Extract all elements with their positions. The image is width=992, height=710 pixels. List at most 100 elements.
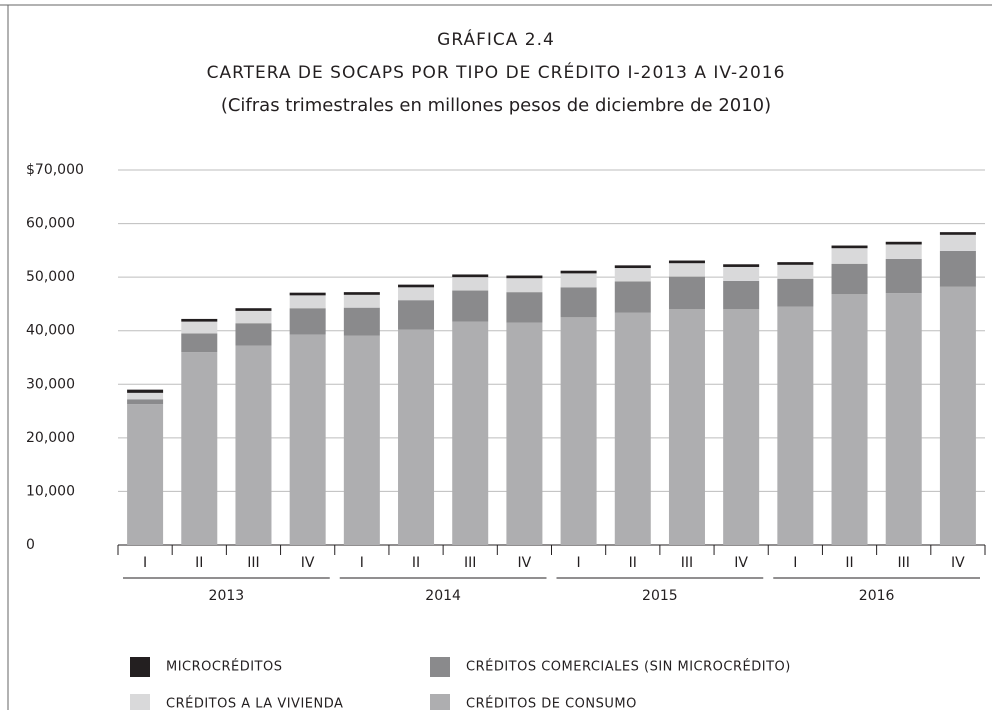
year-label: 2016 — [859, 588, 895, 604]
year-label: 2015 — [642, 588, 678, 604]
bar-segment — [831, 263, 868, 295]
bar-segment — [668, 263, 705, 277]
bar-segment — [560, 270, 597, 274]
bar-segment — [939, 232, 976, 235]
bar-segment — [452, 274, 489, 278]
bar-segment — [560, 317, 597, 545]
x-tick-label: I — [793, 555, 797, 571]
bar-segment — [506, 292, 543, 323]
bar-segment — [452, 321, 489, 545]
bar-segment — [668, 276, 705, 310]
bar-segment — [668, 309, 705, 545]
bar-segment — [668, 260, 705, 264]
bar-segment — [560, 287, 597, 318]
y-tick-label: 0 — [26, 537, 35, 553]
bar-segment — [181, 321, 218, 334]
x-tick-label: III — [464, 555, 476, 571]
x-tick-label: III — [898, 555, 910, 571]
chart-subtitle: CARTERA DE SOCAPS POR TIPO DE CRÉDITO I-… — [207, 61, 786, 83]
y-tick-label: 30,000 — [26, 376, 75, 392]
bar-segment — [723, 309, 760, 545]
y-tick-label: 50,000 — [26, 269, 75, 285]
bar-segment — [452, 277, 489, 291]
x-tick-label: II — [845, 555, 853, 571]
year-label: 2014 — [425, 588, 461, 604]
bar-segment — [127, 389, 164, 393]
bar-segment — [939, 234, 976, 251]
bar-segment — [614, 265, 651, 269]
bar-segment — [831, 245, 868, 249]
bar-segment — [777, 262, 814, 265]
bar-segment — [235, 323, 272, 346]
bar-segment — [289, 295, 326, 309]
bar-segment — [939, 286, 976, 545]
bar-segment — [235, 310, 272, 324]
bar-segment — [398, 287, 435, 301]
bar-segment — [777, 306, 814, 545]
chart-title: GRÁFICA 2.4 — [437, 28, 555, 50]
bar-segment — [181, 333, 218, 353]
chart-note: (Cifras trimestrales en millones pesos d… — [221, 95, 771, 116]
bar-segment — [127, 399, 164, 405]
x-tick-label: II — [629, 555, 637, 571]
bar-segment — [343, 335, 380, 545]
x-tick-label: II — [195, 555, 203, 571]
bar-segment — [506, 275, 543, 279]
bar-segment — [398, 329, 435, 545]
bar-segment — [831, 248, 868, 264]
bar-segment — [506, 322, 543, 545]
y-tick-label: $70,000 — [26, 162, 84, 178]
bar-segment — [127, 404, 164, 545]
legend-label: CRÉDITOS DE CONSUMO — [466, 696, 637, 710]
legend-label: MICROCRÉDITOS — [166, 659, 283, 675]
y-tick-label: 60,000 — [26, 216, 75, 232]
bar-segment — [343, 292, 380, 295]
bar-segment — [614, 281, 651, 313]
bar-segment — [235, 345, 272, 545]
bar-segment — [127, 392, 164, 400]
bar-segment — [289, 308, 326, 335]
bar-segment — [506, 278, 543, 293]
bar-segment — [777, 278, 814, 307]
y-tick-label: 20,000 — [26, 430, 75, 446]
bar-segment — [614, 312, 651, 545]
legend-label: CRÉDITOS COMERCIALES (SIN MICROCRÉDITO) — [466, 659, 791, 675]
bar-segment — [614, 268, 651, 282]
bar-segment — [723, 266, 760, 281]
y-tick-label: 40,000 — [26, 323, 75, 339]
y-tick-label: 10,000 — [26, 483, 75, 499]
bar-segment — [723, 264, 760, 267]
x-tick-label: IV — [951, 555, 965, 571]
legend-swatch — [430, 657, 450, 677]
bar-segment — [723, 280, 760, 310]
bar-segment — [398, 284, 435, 288]
bar-segment — [343, 294, 380, 308]
x-tick-label: III — [247, 555, 259, 571]
bar-segment — [181, 318, 218, 322]
year-label: 2013 — [209, 588, 245, 604]
bar-segment — [289, 292, 326, 296]
bar-segment — [885, 244, 922, 259]
bar-segment — [777, 264, 814, 279]
x-tick-label: IV — [518, 555, 532, 571]
bar-segment — [939, 250, 976, 287]
x-tick-label: IV — [301, 555, 315, 571]
bar-segment — [831, 294, 868, 545]
bar-segment — [885, 241, 922, 245]
legend-swatch — [130, 694, 150, 710]
bar-segment — [398, 300, 435, 330]
bar-segment — [560, 273, 597, 288]
legend-swatch — [430, 694, 450, 710]
x-tick-label: I — [577, 555, 581, 571]
x-tick-label: III — [681, 555, 693, 571]
bar-segment — [181, 352, 218, 545]
bar-segment — [885, 293, 922, 545]
bar-segment — [289, 334, 326, 545]
legend-swatch — [130, 657, 150, 677]
bar-segment — [452, 290, 489, 322]
legend-label: CRÉDITOS A LA VIVIENDA — [166, 696, 343, 710]
x-tick-label: IV — [734, 555, 748, 571]
bar-segment — [235, 308, 272, 311]
bar-segment — [343, 307, 380, 336]
